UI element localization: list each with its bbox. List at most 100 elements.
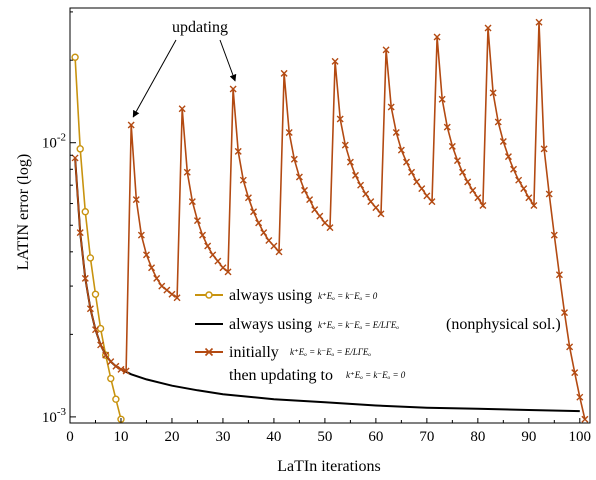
data-point [183, 168, 191, 176]
data-point [550, 231, 558, 239]
data-point [148, 264, 156, 272]
data-point [244, 194, 252, 202]
legend-entry-black: always using k⁺Eₒ = k⁻Eₒ = E/LΓEₒ (nonph… [195, 316, 561, 333]
data-point [81, 274, 89, 282]
data-point [91, 326, 99, 334]
data-point [489, 89, 497, 97]
x-tick-label: 60 [368, 429, 383, 445]
data-point [474, 194, 482, 202]
data-point [158, 282, 166, 290]
data-point [127, 121, 135, 129]
data-point [525, 194, 533, 202]
data-point [428, 198, 436, 206]
data-point [117, 365, 125, 373]
data-point [331, 57, 339, 65]
data-point [239, 176, 247, 184]
plot-frame [69, 7, 591, 424]
x-tick-label: 80 [470, 429, 485, 445]
annotation-arrow [132, 39, 177, 118]
data-point [132, 196, 140, 204]
data-point [351, 171, 359, 179]
data-point [484, 24, 492, 32]
data-point [418, 185, 426, 193]
data-point [71, 154, 79, 162]
data-point [413, 178, 421, 186]
series-line-2 [74, 22, 586, 420]
data-point [178, 105, 186, 113]
x-tick-label: 100 [569, 429, 592, 445]
legend-label-golden: always using [229, 287, 312, 304]
x-tick-label: 30 [215, 429, 230, 445]
data-point [112, 395, 120, 403]
data-point [336, 115, 344, 123]
legend-formula-golden: k⁺Eₒ = k⁻Eₒ = 0 [318, 291, 378, 301]
x-tick-label: 90 [521, 429, 536, 445]
series-line-0 [74, 57, 122, 420]
data-point [576, 393, 584, 401]
data-point [224, 268, 232, 276]
data-point [438, 95, 446, 103]
data-point [341, 141, 349, 149]
data-point [91, 290, 100, 298]
legend-entry-golden: always using k⁺Eₒ = k⁻Eₒ = 0 [195, 287, 378, 304]
data-point [204, 242, 212, 250]
data-point [285, 128, 293, 136]
data-point [387, 103, 395, 111]
data-point [520, 185, 528, 193]
data-point [448, 142, 456, 150]
data-point [326, 224, 334, 232]
data-point [173, 294, 181, 302]
data-point [306, 196, 314, 204]
data-point [367, 198, 375, 206]
data-point [504, 153, 512, 161]
data-point [581, 415, 589, 423]
data-point [423, 192, 431, 200]
y-tick-label: 10-2 [42, 132, 66, 152]
data-point [260, 229, 268, 237]
x-tick-label: 40 [266, 429, 281, 445]
data-point [96, 324, 105, 333]
annotation-arrow [219, 39, 237, 82]
data-point [97, 341, 105, 349]
data-point [494, 118, 502, 126]
data-point [280, 69, 288, 77]
data-point [346, 158, 354, 166]
x-tick-label: 50 [317, 429, 332, 445]
legend-formula-black: k⁺Eₒ = k⁻Eₒ = E/LΓEₒ [318, 320, 399, 330]
data-point [188, 198, 196, 206]
data-point [86, 305, 94, 313]
data-point [362, 190, 370, 198]
data-point [499, 138, 507, 146]
data-point [464, 178, 472, 186]
data-point [102, 351, 110, 359]
data-point [214, 257, 222, 265]
data-point [234, 147, 242, 155]
data-point [443, 123, 451, 131]
x-tick-label: 20 [164, 429, 179, 445]
data-point [469, 186, 477, 194]
data-point [168, 290, 176, 298]
data-point [377, 210, 385, 218]
data-point [209, 251, 217, 259]
data-point [265, 236, 273, 244]
data-point [479, 202, 487, 210]
plot-area [69, 7, 591, 424]
data-point [295, 173, 303, 181]
data-point [76, 145, 84, 153]
data-point [402, 158, 410, 166]
updating-annotation: updating [132, 19, 237, 118]
data-point [142, 251, 150, 259]
legend: always using k⁺Eₒ = k⁻Eₒ = 0 always usin… [195, 287, 561, 384]
data-point [107, 374, 115, 383]
data-point [392, 128, 400, 136]
data-point [561, 309, 569, 317]
series-layer [71, 18, 589, 423]
data-point [270, 242, 278, 250]
data-point [275, 248, 283, 256]
data-point [453, 157, 461, 165]
data-point [193, 217, 201, 225]
y-tick-label: 10-3 [42, 406, 67, 426]
data-point [86, 254, 95, 262]
x-tick-label: 10 [113, 429, 128, 445]
